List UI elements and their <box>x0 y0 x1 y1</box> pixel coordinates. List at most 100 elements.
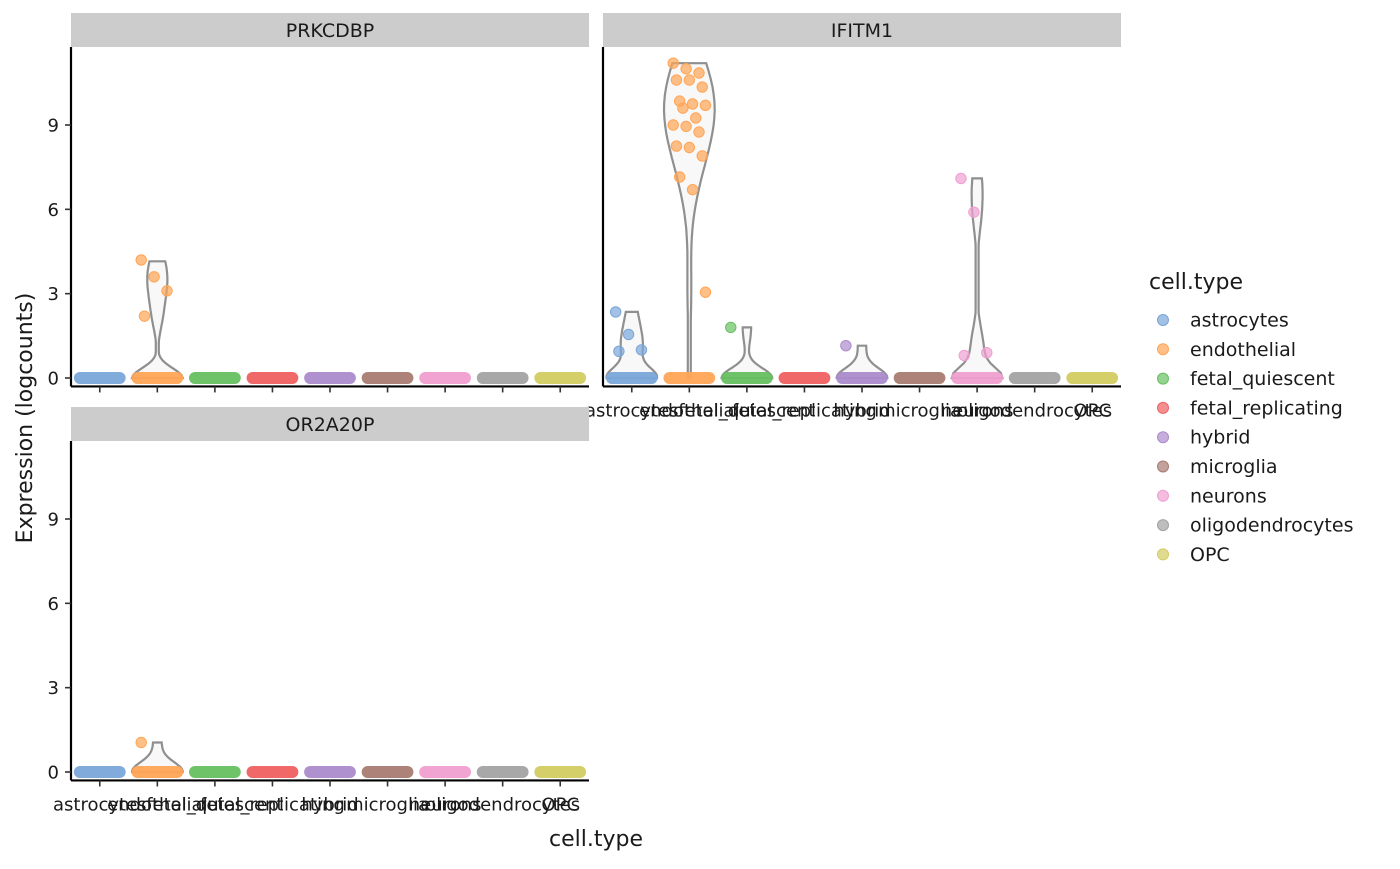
x-tick-label: oligodendrocytes <box>425 794 580 815</box>
legend-key-fetal_quiescent <box>1157 372 1169 385</box>
zero-points-microglia <box>361 372 414 384</box>
data-point-endothelial <box>148 271 160 283</box>
data-point-endothelial <box>135 254 147 266</box>
zero-points-fetal_quiescent <box>188 766 241 778</box>
zero-points-fetal_replicating <box>246 372 299 384</box>
panel-or2a20p: OR2A20P 0 3 6 9 astrocytesendothelialfetal_qu… <box>48 407 589 815</box>
data-point-endothelial <box>135 736 147 749</box>
panel-ifitm1: IFITM1 astrocytesendothelialfetal_quiesce… <box>585 13 1121 421</box>
x-tick-label: fetal_replicating <box>200 794 345 815</box>
data-point-fetal_quiescent <box>725 321 737 334</box>
y-axis-title: Expression (logcounts) <box>13 293 38 544</box>
legend-label-microglia: microglia <box>1190 456 1278 478</box>
zero-points-endothelial <box>131 766 184 778</box>
data-point-endothelial <box>699 286 712 298</box>
legend-label-hybrid: hybrid <box>1190 427 1251 449</box>
data-point-endothelial <box>680 63 692 75</box>
zero-points-fetal_replicating <box>246 766 299 778</box>
x-tick-label: microglia <box>878 400 961 421</box>
legend-label-astrocytes: astrocytes <box>1190 310 1289 332</box>
data-point-endothelial <box>677 102 689 114</box>
x-tick-label: endothelial <box>639 400 740 421</box>
data-point-endothelial <box>696 150 708 162</box>
legend-label-OPC: OPC <box>1190 544 1230 566</box>
y-tick-label: 9 <box>48 116 59 137</box>
zero-points-oligodendrocytes <box>1008 372 1061 384</box>
zero-points-microglia <box>361 766 414 778</box>
data-point-endothelial <box>683 74 696 86</box>
facet-strip <box>71 407 589 441</box>
zero-points-OPC <box>534 766 587 778</box>
violin-fetal_quiescent <box>720 326 774 380</box>
data-point-endothelial <box>138 310 151 322</box>
y-tick-label: 3 <box>48 284 59 305</box>
data-point-endothelial <box>690 112 702 124</box>
zero-points-astrocytes <box>73 372 126 384</box>
y-tick-label: 6 <box>48 200 59 221</box>
data-point-endothelial <box>680 120 692 133</box>
data-point-endothelial <box>683 141 696 154</box>
panel-prkcdbp: PRKCDBP 0 3 6 9 <box>48 13 589 393</box>
y-tick-label: 9 <box>48 510 59 531</box>
legend-key-fetal_replicating <box>1157 401 1169 414</box>
facet-strip-label: IFITM1 <box>831 20 893 42</box>
zero-points-fetal_quiescent <box>188 372 241 384</box>
data-point-endothelial <box>693 67 705 79</box>
facet-strip <box>71 13 589 47</box>
x-tick-label: neurons <box>941 400 1014 421</box>
legend-label-neurons: neurons <box>1190 485 1267 507</box>
zero-points-hybrid <box>836 372 888 384</box>
legend-title: cell.type <box>1149 270 1243 295</box>
x-tick-label: endothelial <box>107 794 208 815</box>
zero-points-hybrid <box>304 372 356 384</box>
zero-points-astrocytes <box>73 766 126 778</box>
data-point-astrocytes <box>635 344 648 356</box>
data-point-neurons <box>981 347 993 359</box>
data-point-endothelial <box>161 285 173 297</box>
data-point-endothelial <box>699 99 712 112</box>
legend-label-endothelial: endothelial <box>1190 339 1296 361</box>
legend-key-OPC <box>1157 548 1169 561</box>
zero-points-oligodendrocytes <box>476 372 529 384</box>
x-tick-label: fetal_quiescent <box>678 400 815 421</box>
data-point-hybrid <box>840 339 852 352</box>
legend-key-astrocytes <box>1157 314 1169 326</box>
x-tick-label: astrocytes <box>585 400 679 421</box>
zero-points-neurons <box>951 372 1004 384</box>
x-tick-label: hybrid <box>301 794 358 815</box>
zero-points-oligodendrocytes <box>476 766 529 778</box>
data-point-neurons <box>955 172 967 185</box>
x-tick-label: OPC <box>541 794 579 815</box>
legend-label-oligodendrocytes: oligodendrocytes <box>1190 515 1353 537</box>
facet-strip-label: OR2A20P <box>286 414 375 436</box>
zero-points-fetal_quiescent <box>720 372 773 384</box>
legend-label-fetal_quiescent: fetal_quiescent <box>1190 368 1335 390</box>
zero-points-hybrid <box>304 766 356 778</box>
data-point-endothelial <box>693 126 705 138</box>
zero-points-endothelial <box>131 372 184 384</box>
data-point-neurons <box>968 206 980 218</box>
legend-key-oligodendrocytes <box>1157 519 1169 532</box>
violin-neurons <box>950 177 1004 380</box>
data-point-endothelial <box>673 171 686 183</box>
y-tick-label: 0 <box>48 369 59 390</box>
zero-points-endothelial <box>663 372 716 384</box>
y-tick-label: 6 <box>48 594 59 615</box>
data-point-astrocytes <box>622 328 635 341</box>
x-tick-label: OPC <box>1073 400 1111 421</box>
x-tick-label: fetal_quiescent <box>146 794 283 815</box>
data-point-endothelial <box>686 183 699 196</box>
data-point-endothelial <box>670 74 683 86</box>
zero-points-neurons <box>419 372 472 384</box>
data-point-endothelial <box>667 57 679 69</box>
zero-points-OPC <box>1066 372 1119 384</box>
zero-points-astrocytes <box>605 372 658 384</box>
legend-key-neurons <box>1157 489 1169 502</box>
legend-label-fetal_replicating: fetal_replicating <box>1190 397 1343 419</box>
legend-key-endothelial <box>1157 343 1169 356</box>
facet-strip-label: PRKCDBP <box>286 20 374 42</box>
data-point-endothelial <box>670 140 683 152</box>
x-tick-label: oligodendrocytes <box>957 400 1112 421</box>
x-axis-title: cell.type <box>549 827 643 852</box>
